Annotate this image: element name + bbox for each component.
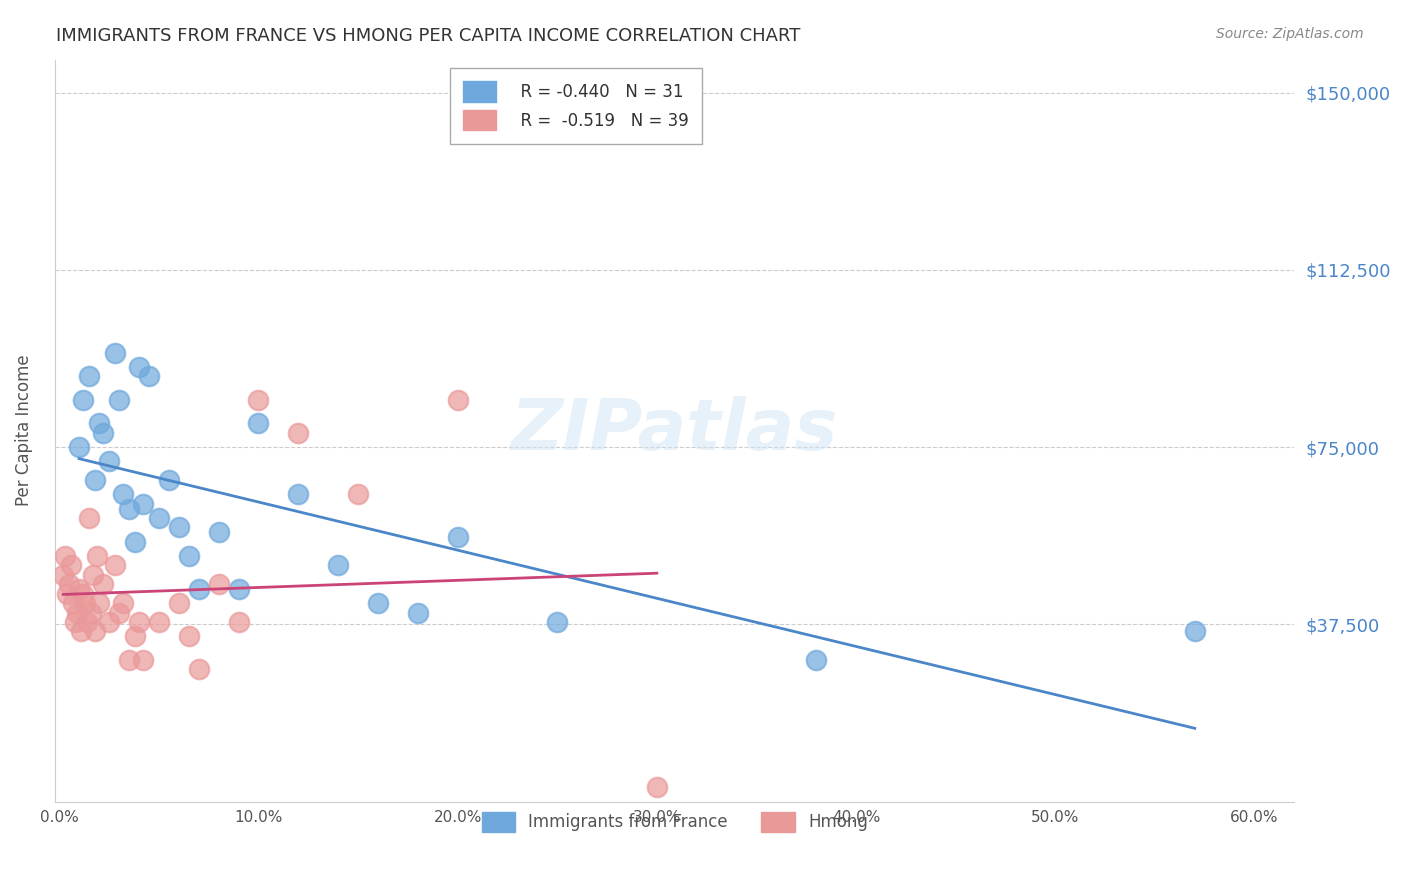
Point [148, 615, 170, 629]
Point [124, 629, 146, 643]
Point [287, 425, 309, 440]
Point [446, 392, 468, 407]
Point [124, 534, 146, 549]
Point [84, 624, 107, 639]
Point [91, 425, 114, 440]
Point [367, 596, 389, 610]
Point [56, 587, 79, 601]
Point [76, 615, 98, 629]
Point [118, 501, 141, 516]
Point [177, 629, 200, 643]
Point [326, 558, 349, 573]
Point [167, 596, 190, 610]
Point [58, 577, 80, 591]
Point [118, 653, 141, 667]
Point [98, 454, 121, 468]
Point [86, 549, 108, 563]
Point [167, 520, 190, 534]
Point [80, 606, 103, 620]
Point [70, 624, 93, 639]
Text: Source: ZipAtlas.com: Source: ZipAtlas.com [1216, 27, 1364, 41]
Point [72, 587, 94, 601]
Point [157, 473, 180, 487]
Legend: Immigrants from France, Hmong: Immigrants from France, Hmong [468, 798, 882, 846]
Point [1184, 624, 1206, 639]
Point [187, 582, 209, 596]
Point [87, 596, 110, 610]
Point [77, 369, 100, 384]
Point [128, 359, 150, 374]
Text: IMMIGRANTS FROM FRANCE VS HMONG PER CAPITA INCOME CORRELATION CHART: IMMIGRANTS FROM FRANCE VS HMONG PER CAPI… [56, 27, 800, 45]
Point [75, 596, 97, 610]
Point [111, 487, 134, 501]
Point [60, 558, 83, 573]
Point [207, 525, 229, 540]
Point [406, 606, 429, 620]
Point [446, 530, 468, 544]
Point [87, 417, 110, 431]
Point [287, 487, 309, 501]
Point [138, 369, 160, 384]
Point [62, 596, 84, 610]
Point [187, 662, 209, 676]
Point [546, 615, 568, 629]
Point [67, 582, 90, 596]
Point [104, 345, 127, 359]
Point [645, 780, 668, 795]
Point [72, 392, 94, 407]
Point [52, 567, 75, 582]
Point [148, 511, 170, 525]
Point [347, 487, 370, 501]
Text: ZIPatlas: ZIPatlas [512, 396, 838, 465]
Point [108, 392, 131, 407]
Point [177, 549, 200, 563]
Point [84, 473, 107, 487]
Point [104, 558, 127, 573]
Point [66, 606, 89, 620]
Point [247, 392, 270, 407]
Point [132, 653, 155, 667]
Point [207, 577, 229, 591]
Y-axis label: Per Capita Income: Per Capita Income [15, 355, 32, 507]
Point [67, 440, 90, 454]
Point [228, 615, 250, 629]
Point [53, 549, 76, 563]
Point [128, 615, 150, 629]
Point [98, 615, 121, 629]
Point [82, 567, 104, 582]
Point [108, 606, 131, 620]
Point [77, 511, 100, 525]
Point [132, 497, 155, 511]
Point [806, 653, 828, 667]
Point [91, 577, 114, 591]
Point [111, 596, 134, 610]
Point [228, 582, 250, 596]
Point [63, 615, 86, 629]
Point [247, 417, 270, 431]
